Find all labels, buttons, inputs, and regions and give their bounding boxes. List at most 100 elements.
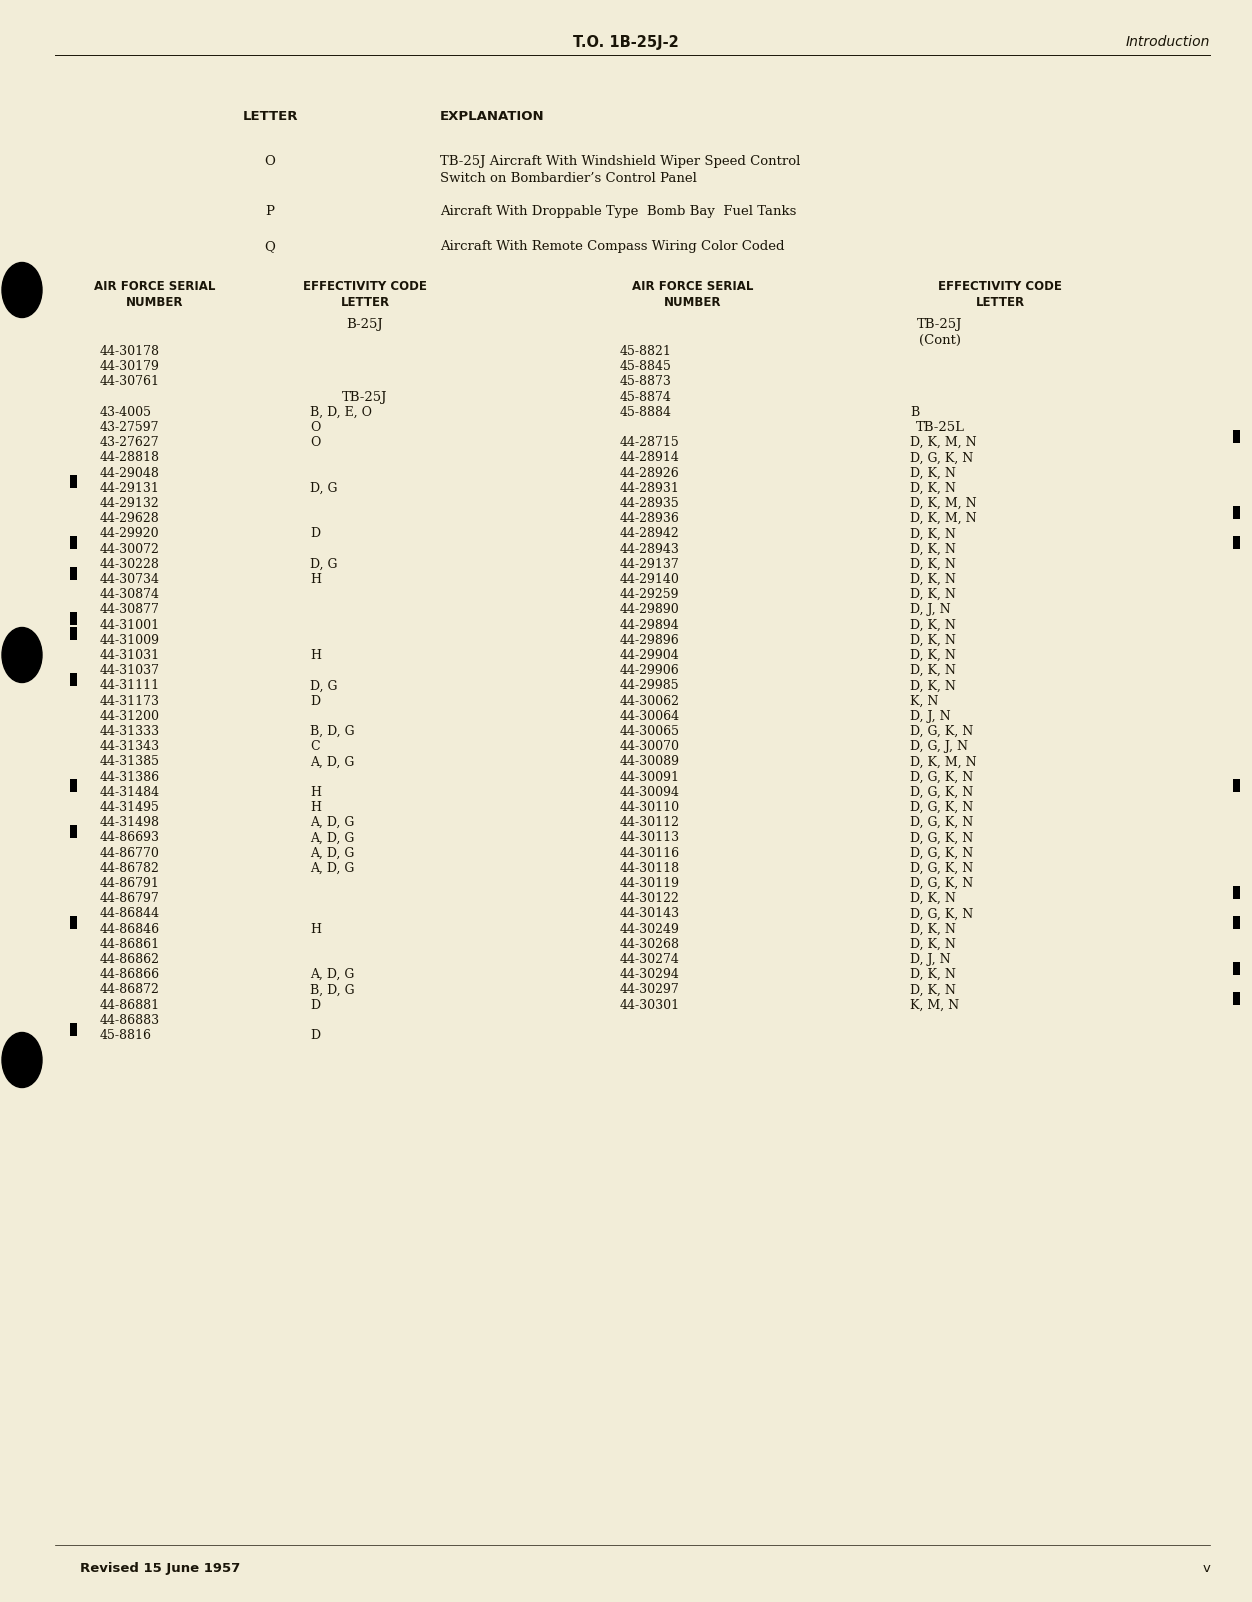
Text: 44-30113: 44-30113 bbox=[620, 831, 680, 844]
Text: 44-30761: 44-30761 bbox=[100, 375, 160, 388]
Text: 44-30268: 44-30268 bbox=[620, 937, 680, 952]
Text: 43-27597: 43-27597 bbox=[100, 421, 159, 434]
Text: 45-8821: 45-8821 bbox=[620, 344, 672, 357]
Text: 44-28943: 44-28943 bbox=[620, 543, 680, 556]
Bar bbox=[70, 779, 78, 793]
Text: 45-8873: 45-8873 bbox=[620, 375, 672, 388]
Text: 45-8884: 45-8884 bbox=[620, 405, 672, 418]
Text: 44-30294: 44-30294 bbox=[620, 968, 680, 980]
Bar bbox=[1233, 961, 1239, 974]
Text: NUMBER: NUMBER bbox=[665, 296, 721, 309]
Text: 44-30228: 44-30228 bbox=[100, 557, 160, 570]
Text: 45-8845: 45-8845 bbox=[620, 360, 672, 373]
Text: D, G, K, N: D, G, K, N bbox=[910, 846, 973, 860]
Text: 44-86782: 44-86782 bbox=[100, 862, 160, 875]
Text: P: P bbox=[265, 205, 274, 218]
Text: 44-86862: 44-86862 bbox=[100, 953, 160, 966]
Text: O: O bbox=[310, 436, 321, 449]
Text: K, M, N: K, M, N bbox=[910, 998, 959, 1011]
Bar bbox=[70, 612, 78, 625]
Bar bbox=[1233, 992, 1239, 1004]
Text: 44-29140: 44-29140 bbox=[620, 574, 680, 586]
Text: 44-29896: 44-29896 bbox=[620, 634, 680, 647]
Text: D, J, N: D, J, N bbox=[910, 953, 950, 966]
Text: EFFECTIVITY CODE: EFFECTIVITY CODE bbox=[938, 280, 1062, 293]
Text: D, G: D, G bbox=[310, 482, 338, 495]
Text: 44-30094: 44-30094 bbox=[620, 787, 680, 799]
Text: 44-30119: 44-30119 bbox=[620, 876, 680, 891]
Text: 44-30122: 44-30122 bbox=[620, 892, 680, 905]
Text: 44-86770: 44-86770 bbox=[100, 846, 160, 860]
Ellipse shape bbox=[3, 628, 43, 682]
Text: D, K, N: D, K, N bbox=[910, 482, 955, 495]
Text: 44-30143: 44-30143 bbox=[620, 907, 680, 921]
Text: 45-8874: 45-8874 bbox=[620, 391, 672, 404]
Text: 44-28936: 44-28936 bbox=[620, 513, 680, 525]
Text: D, G: D, G bbox=[310, 679, 338, 692]
Text: 44-29131: 44-29131 bbox=[100, 482, 160, 495]
Text: 44-30072: 44-30072 bbox=[100, 543, 160, 556]
Text: D, G, K, N: D, G, K, N bbox=[910, 771, 973, 783]
Text: 44-30070: 44-30070 bbox=[620, 740, 680, 753]
Text: D, G, K, N: D, G, K, N bbox=[910, 907, 973, 921]
Text: K, N: K, N bbox=[910, 695, 939, 708]
Text: 44-29628: 44-29628 bbox=[100, 513, 160, 525]
Text: D, J, N: D, J, N bbox=[910, 604, 950, 617]
Text: B: B bbox=[910, 405, 919, 418]
Text: 44-31333: 44-31333 bbox=[100, 726, 160, 739]
Text: (Cont): (Cont) bbox=[919, 333, 962, 348]
Text: Aircraft With Remote Compass Wiring Color Coded: Aircraft With Remote Compass Wiring Colo… bbox=[439, 240, 785, 253]
Text: D, K, N: D, K, N bbox=[910, 618, 955, 631]
Text: D: D bbox=[310, 1028, 321, 1041]
Text: 44-29904: 44-29904 bbox=[620, 649, 680, 662]
Text: D, G, J, N: D, G, J, N bbox=[910, 740, 968, 753]
Text: H: H bbox=[310, 574, 321, 586]
Text: 44-86881: 44-86881 bbox=[100, 998, 160, 1011]
Text: H: H bbox=[310, 801, 321, 814]
Text: D, K, M, N: D, K, M, N bbox=[910, 513, 977, 525]
Text: 44-30301: 44-30301 bbox=[620, 998, 680, 1011]
Bar bbox=[70, 825, 78, 838]
Text: A, D, G: A, D, G bbox=[310, 968, 354, 980]
Text: 44-30110: 44-30110 bbox=[620, 801, 680, 814]
Text: 44-30179: 44-30179 bbox=[100, 360, 160, 373]
Text: 44-28818: 44-28818 bbox=[100, 452, 160, 465]
Text: D, K, N: D, K, N bbox=[910, 968, 955, 980]
Text: D: D bbox=[310, 998, 321, 1011]
Text: A, D, G: A, D, G bbox=[310, 831, 354, 844]
Text: LETTER: LETTER bbox=[975, 296, 1024, 309]
Text: 44-30297: 44-30297 bbox=[620, 984, 680, 996]
Bar bbox=[1233, 429, 1239, 442]
Text: D, K, M, N: D, K, M, N bbox=[910, 436, 977, 449]
Bar bbox=[1233, 886, 1239, 899]
Text: 44-30112: 44-30112 bbox=[620, 815, 680, 830]
Text: 43-4005: 43-4005 bbox=[100, 405, 151, 418]
Text: 44-31495: 44-31495 bbox=[100, 801, 160, 814]
Text: D, J, N: D, J, N bbox=[910, 710, 950, 723]
Text: 44-28715: 44-28715 bbox=[620, 436, 680, 449]
Text: 44-30064: 44-30064 bbox=[620, 710, 680, 723]
Text: 44-30274: 44-30274 bbox=[620, 953, 680, 966]
Text: D, K, N: D, K, N bbox=[910, 679, 955, 692]
Text: 44-31343: 44-31343 bbox=[100, 740, 160, 753]
Text: D: D bbox=[310, 695, 321, 708]
Text: 44-30118: 44-30118 bbox=[620, 862, 680, 875]
Text: 43-27627: 43-27627 bbox=[100, 436, 159, 449]
Text: 44-29137: 44-29137 bbox=[620, 557, 680, 570]
Text: 44-31031: 44-31031 bbox=[100, 649, 160, 662]
Text: D, G, K, N: D, G, K, N bbox=[910, 726, 973, 739]
Text: v: v bbox=[1202, 1562, 1209, 1575]
Text: 44-86791: 44-86791 bbox=[100, 876, 160, 891]
Text: Q: Q bbox=[264, 240, 275, 253]
Bar bbox=[70, 476, 78, 489]
Text: 44-30089: 44-30089 bbox=[620, 756, 680, 769]
Text: Aircraft With Droppable Type  Bomb Bay  Fuel Tanks: Aircraft With Droppable Type Bomb Bay Fu… bbox=[439, 205, 796, 218]
Bar bbox=[70, 1022, 78, 1035]
Text: TB-25J Aircraft With Windshield Wiper Speed Control: TB-25J Aircraft With Windshield Wiper Sp… bbox=[439, 155, 800, 168]
Bar bbox=[70, 916, 78, 929]
Text: B-25J: B-25J bbox=[347, 319, 383, 332]
Text: 44-31484: 44-31484 bbox=[100, 787, 160, 799]
Bar bbox=[70, 628, 78, 641]
Text: 44-31385: 44-31385 bbox=[100, 756, 160, 769]
Text: D, G, K, N: D, G, K, N bbox=[910, 876, 973, 891]
